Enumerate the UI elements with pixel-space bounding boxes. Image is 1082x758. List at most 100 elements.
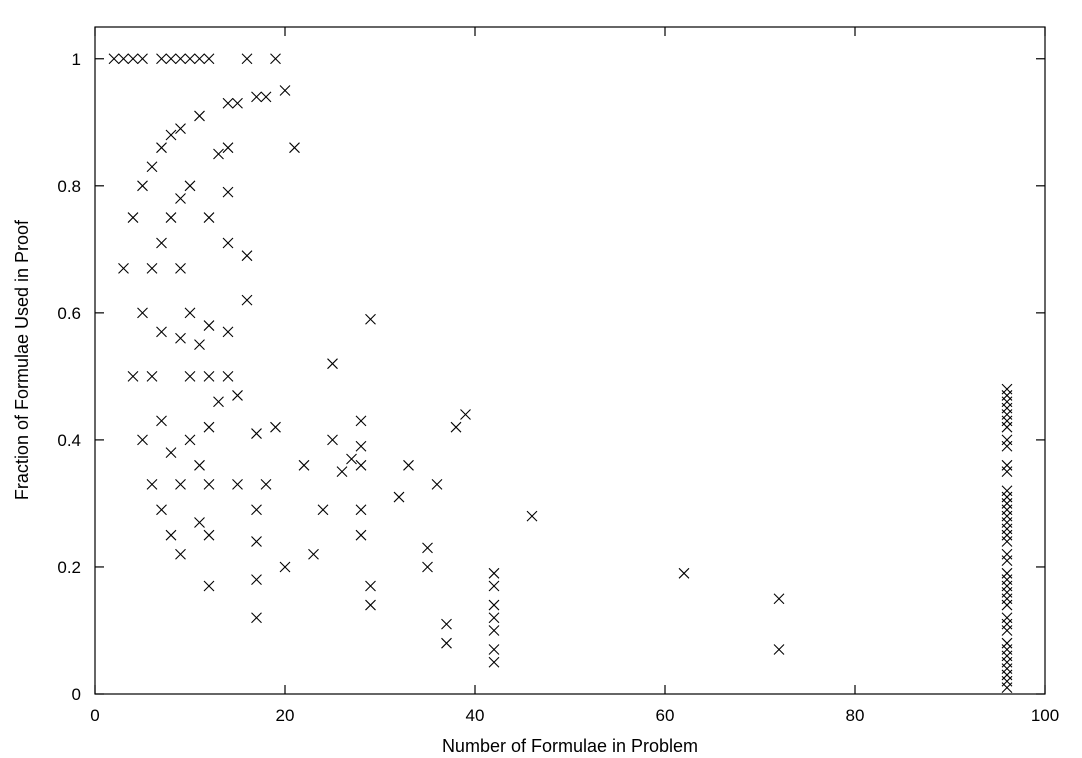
plot-frame bbox=[94, 26, 1046, 695]
data-point bbox=[355, 459, 367, 471]
data-point bbox=[137, 53, 148, 65]
data-point bbox=[222, 370, 234, 382]
data-point bbox=[260, 91, 272, 103]
data-point bbox=[1001, 555, 1013, 566]
data-point bbox=[137, 307, 148, 319]
data-point bbox=[156, 142, 167, 154]
data-point bbox=[203, 370, 215, 382]
data-point bbox=[251, 428, 262, 439]
data-point bbox=[203, 212, 215, 223]
data-point bbox=[270, 53, 281, 65]
data-point bbox=[194, 53, 205, 65]
data-point bbox=[232, 390, 243, 401]
data-point bbox=[1001, 625, 1013, 636]
data-point bbox=[203, 529, 215, 541]
data-point bbox=[773, 593, 785, 605]
data-point bbox=[251, 91, 262, 103]
data-point bbox=[251, 612, 262, 624]
data-point bbox=[393, 491, 405, 503]
data-point bbox=[241, 53, 253, 65]
data-point bbox=[678, 567, 690, 579]
data-point bbox=[355, 504, 367, 516]
data-point bbox=[203, 580, 215, 592]
data-point bbox=[165, 529, 177, 541]
data-point bbox=[213, 148, 224, 160]
y-tick-label: 0.2 bbox=[57, 558, 81, 577]
x-tick-label: 100 bbox=[1031, 706, 1059, 725]
y-tick-label: 0.6 bbox=[57, 304, 81, 323]
data-point bbox=[336, 466, 348, 478]
data-point bbox=[175, 548, 186, 560]
data-point bbox=[488, 580, 500, 592]
y-axis-title: Fraction of Formulae Used in Proof bbox=[12, 219, 32, 500]
x-tick-label: 20 bbox=[276, 706, 295, 725]
data-point bbox=[488, 656, 500, 668]
data-point bbox=[156, 504, 167, 516]
data-point bbox=[165, 129, 177, 141]
data-point bbox=[156, 237, 167, 249]
y-axis-ticks bbox=[95, 58, 1045, 695]
data-point bbox=[118, 263, 129, 274]
data-point bbox=[1001, 421, 1013, 433]
data-point bbox=[222, 97, 234, 109]
data-point bbox=[450, 421, 462, 433]
data-point bbox=[175, 193, 186, 204]
data-point bbox=[355, 529, 367, 541]
data-point bbox=[422, 542, 433, 554]
data-point bbox=[175, 263, 186, 274]
data-point bbox=[184, 53, 196, 65]
x-axis-tick-labels: 0 20 40 60 80 100 bbox=[90, 706, 1059, 725]
data-point bbox=[355, 415, 367, 427]
data-point bbox=[203, 53, 215, 65]
data-point bbox=[203, 478, 215, 490]
data-point bbox=[488, 612, 500, 624]
data-point bbox=[175, 478, 186, 490]
data-point bbox=[289, 142, 300, 154]
data-point bbox=[365, 599, 376, 611]
x-tick-label: 80 bbox=[846, 706, 865, 725]
data-point bbox=[137, 434, 148, 446]
y-tick-label: 1 bbox=[72, 50, 81, 69]
data-point bbox=[270, 421, 281, 433]
data-point bbox=[175, 123, 186, 135]
data-point bbox=[431, 478, 443, 490]
data-point bbox=[1001, 682, 1013, 694]
data-point bbox=[222, 326, 234, 338]
data-point bbox=[232, 478, 243, 490]
data-point bbox=[1001, 599, 1013, 611]
data-point bbox=[327, 358, 338, 370]
data-points bbox=[108, 53, 1013, 694]
data-point bbox=[488, 644, 500, 655]
data-point bbox=[441, 637, 452, 649]
data-point bbox=[441, 618, 452, 630]
data-point bbox=[184, 434, 196, 446]
data-point bbox=[355, 440, 367, 452]
data-point bbox=[403, 459, 414, 471]
data-point bbox=[184, 307, 196, 319]
data-point bbox=[108, 53, 120, 65]
x-axis-title: Number of Formulae in Problem bbox=[442, 736, 698, 756]
data-point bbox=[251, 574, 262, 586]
data-point bbox=[165, 53, 177, 65]
data-point bbox=[241, 294, 253, 306]
data-point bbox=[222, 142, 234, 154]
data-point bbox=[184, 370, 196, 382]
data-point bbox=[175, 53, 186, 65]
data-point bbox=[298, 459, 310, 471]
data-point bbox=[279, 85, 291, 96]
data-point bbox=[213, 396, 224, 408]
data-point bbox=[194, 339, 205, 351]
data-point bbox=[460, 409, 471, 420]
x-axis-ticks bbox=[94, 27, 1046, 694]
data-point bbox=[260, 478, 272, 490]
data-point bbox=[146, 478, 158, 490]
data-point bbox=[1001, 466, 1013, 478]
data-point bbox=[232, 97, 243, 109]
data-point bbox=[127, 53, 139, 65]
data-point bbox=[165, 212, 177, 223]
x-tick-label: 60 bbox=[656, 706, 675, 725]
y-axis-tick-labels: 0 0.2 0.4 0.6 0.8 1 bbox=[57, 50, 81, 704]
data-point bbox=[365, 313, 376, 325]
y-tick-label: 0.4 bbox=[57, 431, 81, 450]
